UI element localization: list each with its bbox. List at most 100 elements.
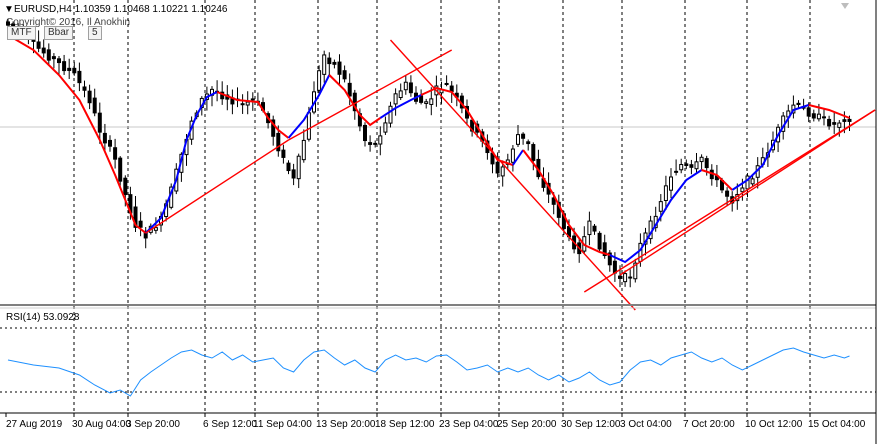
period-button[interactable]: 5 xyxy=(88,26,102,40)
candle-body xyxy=(92,97,97,114)
chart-collapse-icon[interactable]: ▼ xyxy=(4,4,14,15)
candle-body xyxy=(516,134,520,145)
trendline xyxy=(619,109,876,276)
candle-body xyxy=(322,54,327,75)
candle-body xyxy=(332,61,337,65)
candle-body xyxy=(745,175,750,190)
candle-body xyxy=(245,101,250,106)
time-tick-label: 27 Aug 2019 xyxy=(6,419,63,430)
candle-body xyxy=(118,157,123,182)
time-tick-label: 11 Sep 04:00 xyxy=(253,419,312,430)
candle-body xyxy=(72,67,77,74)
time-tick-label: 23 Sep 04:00 xyxy=(439,419,499,430)
candle-body xyxy=(740,187,745,193)
candle-body xyxy=(57,58,61,64)
candle-body xyxy=(77,70,82,84)
time-tick-label: 3 Sep 20:00 xyxy=(126,419,180,430)
candle-body xyxy=(679,164,684,171)
candle-body xyxy=(689,164,694,168)
rsi-line xyxy=(7,347,850,397)
bbar-button[interactable]: Bbar xyxy=(44,26,74,40)
candle-body xyxy=(674,170,679,173)
candle-body xyxy=(444,82,449,85)
candle-body xyxy=(67,67,72,71)
candle-body xyxy=(725,190,730,197)
candle-body xyxy=(612,260,617,274)
rsi-series xyxy=(7,347,850,397)
candle-body xyxy=(495,161,500,174)
ma-segment xyxy=(287,74,331,139)
candle-body xyxy=(837,122,842,128)
candle-body xyxy=(82,86,87,91)
mtf-button[interactable]: MTF xyxy=(7,26,36,40)
candle-body xyxy=(796,102,801,105)
candle-body xyxy=(531,144,536,161)
candle-body xyxy=(669,176,673,191)
candle-body xyxy=(108,139,112,147)
rsi-label: RSI(14) 53.0928 xyxy=(6,312,80,323)
ma-segment xyxy=(144,91,218,234)
candle-body xyxy=(658,201,663,212)
candle-body xyxy=(750,178,755,185)
ma-segment xyxy=(216,91,290,139)
candle-body xyxy=(240,103,245,106)
candle-body xyxy=(271,119,276,137)
candles xyxy=(6,18,852,288)
candle-body xyxy=(832,122,837,125)
trendline xyxy=(145,139,289,234)
candle-body xyxy=(102,132,107,144)
ma-segment xyxy=(379,94,422,119)
candle-body xyxy=(6,21,10,26)
candle-body xyxy=(301,139,306,161)
ma-segment xyxy=(701,169,733,191)
candle-body xyxy=(628,276,633,279)
candle-body xyxy=(618,275,622,279)
shift-marker-icon xyxy=(841,3,849,9)
time-tick-label: 30 Aug 04:00 xyxy=(72,419,131,430)
candle-body xyxy=(62,61,67,72)
candle-body xyxy=(623,273,628,283)
candle-body xyxy=(281,149,286,158)
candle-body xyxy=(97,112,102,133)
candle-body xyxy=(388,105,393,124)
candle-body xyxy=(143,230,148,239)
candle-body xyxy=(526,141,531,145)
candle-body xyxy=(500,166,505,177)
candle-body xyxy=(373,142,378,145)
time-tick-label: 13 Sep 20:00 xyxy=(316,419,376,430)
candle-body xyxy=(398,90,403,99)
ma-segment xyxy=(731,104,810,191)
candle-body xyxy=(521,133,526,139)
candle-body xyxy=(378,135,383,145)
candle-body xyxy=(806,107,811,117)
candle-body xyxy=(408,82,413,94)
candle-body xyxy=(811,113,816,119)
candle-body xyxy=(424,101,429,104)
ma-segment xyxy=(512,149,524,166)
candle-body xyxy=(87,90,92,104)
time-tick-label: 18 Sep 12:00 xyxy=(375,419,435,430)
candle-body xyxy=(827,118,832,127)
time-tick-label: 3 Oct 04:00 xyxy=(620,419,672,430)
trendline xyxy=(583,109,876,293)
candle-body xyxy=(684,163,689,167)
grid xyxy=(0,0,876,417)
candle-body xyxy=(816,113,821,120)
candle-body xyxy=(250,98,255,101)
ma-segment xyxy=(522,149,611,256)
candle-body xyxy=(699,156,704,163)
candle-body xyxy=(337,61,342,75)
candle-body xyxy=(633,262,638,280)
candle-body xyxy=(133,206,138,228)
candle-body xyxy=(638,242,643,262)
candle-body xyxy=(383,122,388,133)
candle-body xyxy=(347,82,352,97)
copyright-label: Copyright© 2016, Il Anokhin xyxy=(6,17,131,28)
ma-segment xyxy=(609,169,703,264)
candle-body xyxy=(393,93,398,105)
candle-body xyxy=(276,132,281,152)
candle-body xyxy=(153,227,158,231)
time-tick-label: 6 Sep 12:00 xyxy=(203,419,257,430)
